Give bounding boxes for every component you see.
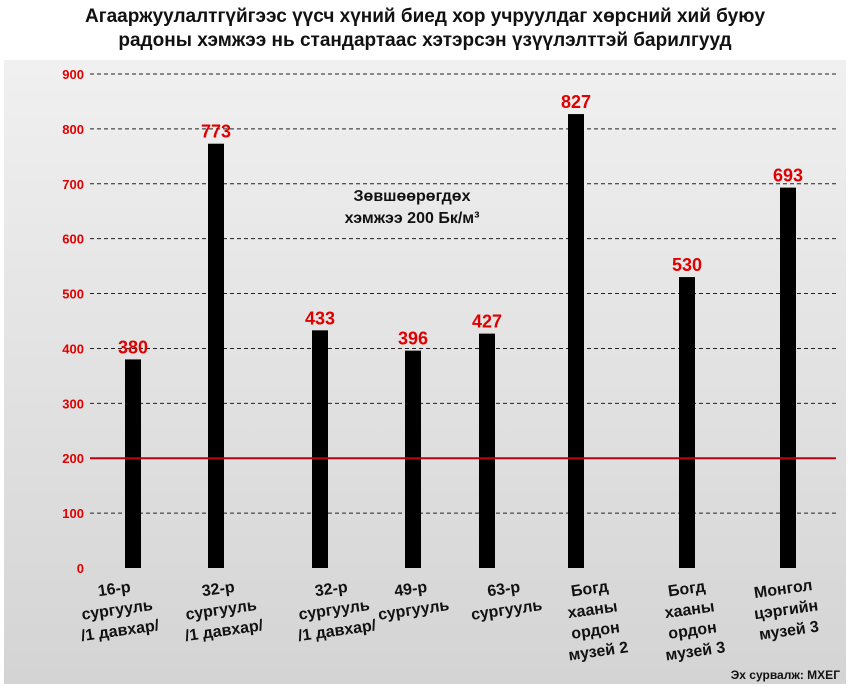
x-category-label-line: 16-р (97, 579, 132, 600)
x-category-label-line: 49-р (393, 579, 428, 600)
bar (479, 333, 495, 568)
bar (405, 350, 421, 568)
bar-value-label: 396 (398, 329, 428, 349)
bar-value-label: 433 (305, 308, 335, 328)
x-category-label-line: хааны (664, 598, 716, 622)
y-tick-label: 0 (77, 561, 84, 576)
chart-title-line-1: Агааржуулалтгүйгээс үүсч хүний биед хор … (84, 6, 766, 27)
y-tick-label: 500 (62, 287, 84, 302)
threshold-annotation-line-1: Зөвшөөрөгдөх (354, 188, 471, 205)
source-note: Эх сурвалж: МХЕГ (730, 668, 840, 682)
bar (208, 143, 224, 568)
bar (568, 114, 584, 569)
threshold-annotation-line-2: хэмжээ 200 Бк/м³ (345, 210, 480, 227)
y-tick-label: 700 (62, 177, 84, 192)
bar-value-label: 427 (472, 312, 502, 332)
x-category-label-line: Богд (667, 578, 706, 600)
bar (312, 330, 328, 568)
x-category-label-line: ордон (570, 619, 621, 643)
y-tick-label: 200 (62, 451, 84, 466)
x-category-label-line: 32-р (314, 579, 349, 600)
bar (679, 277, 695, 568)
bar-value-label: 827 (561, 92, 591, 112)
bar (780, 187, 796, 568)
y-tick-label: 100 (62, 506, 84, 521)
x-category-label-line: 32-р (201, 579, 236, 600)
bar-value-label: 773 (201, 122, 231, 142)
x-category-label-line: Богд (570, 578, 609, 600)
y-tick-label: 800 (62, 122, 84, 137)
plot-background (4, 60, 846, 684)
y-tick-label: 600 (62, 232, 84, 247)
bar-value-label: 693 (773, 166, 803, 186)
bar-value-label: 380 (118, 337, 148, 357)
x-category-label-line: 63-р (486, 579, 521, 600)
bar-value-label: 530 (672, 255, 702, 275)
y-tick-label: 900 (62, 67, 84, 82)
chart-title-line-2: радоны хэмжээ нь стандартаас хэтэрсэн үз… (118, 30, 732, 51)
x-category-label-line: ордон (667, 619, 718, 643)
y-tick-label: 400 (62, 341, 84, 356)
x-category-label-line: хааны (567, 598, 619, 622)
y-tick-label: 300 (62, 396, 84, 411)
bar (125, 359, 141, 568)
